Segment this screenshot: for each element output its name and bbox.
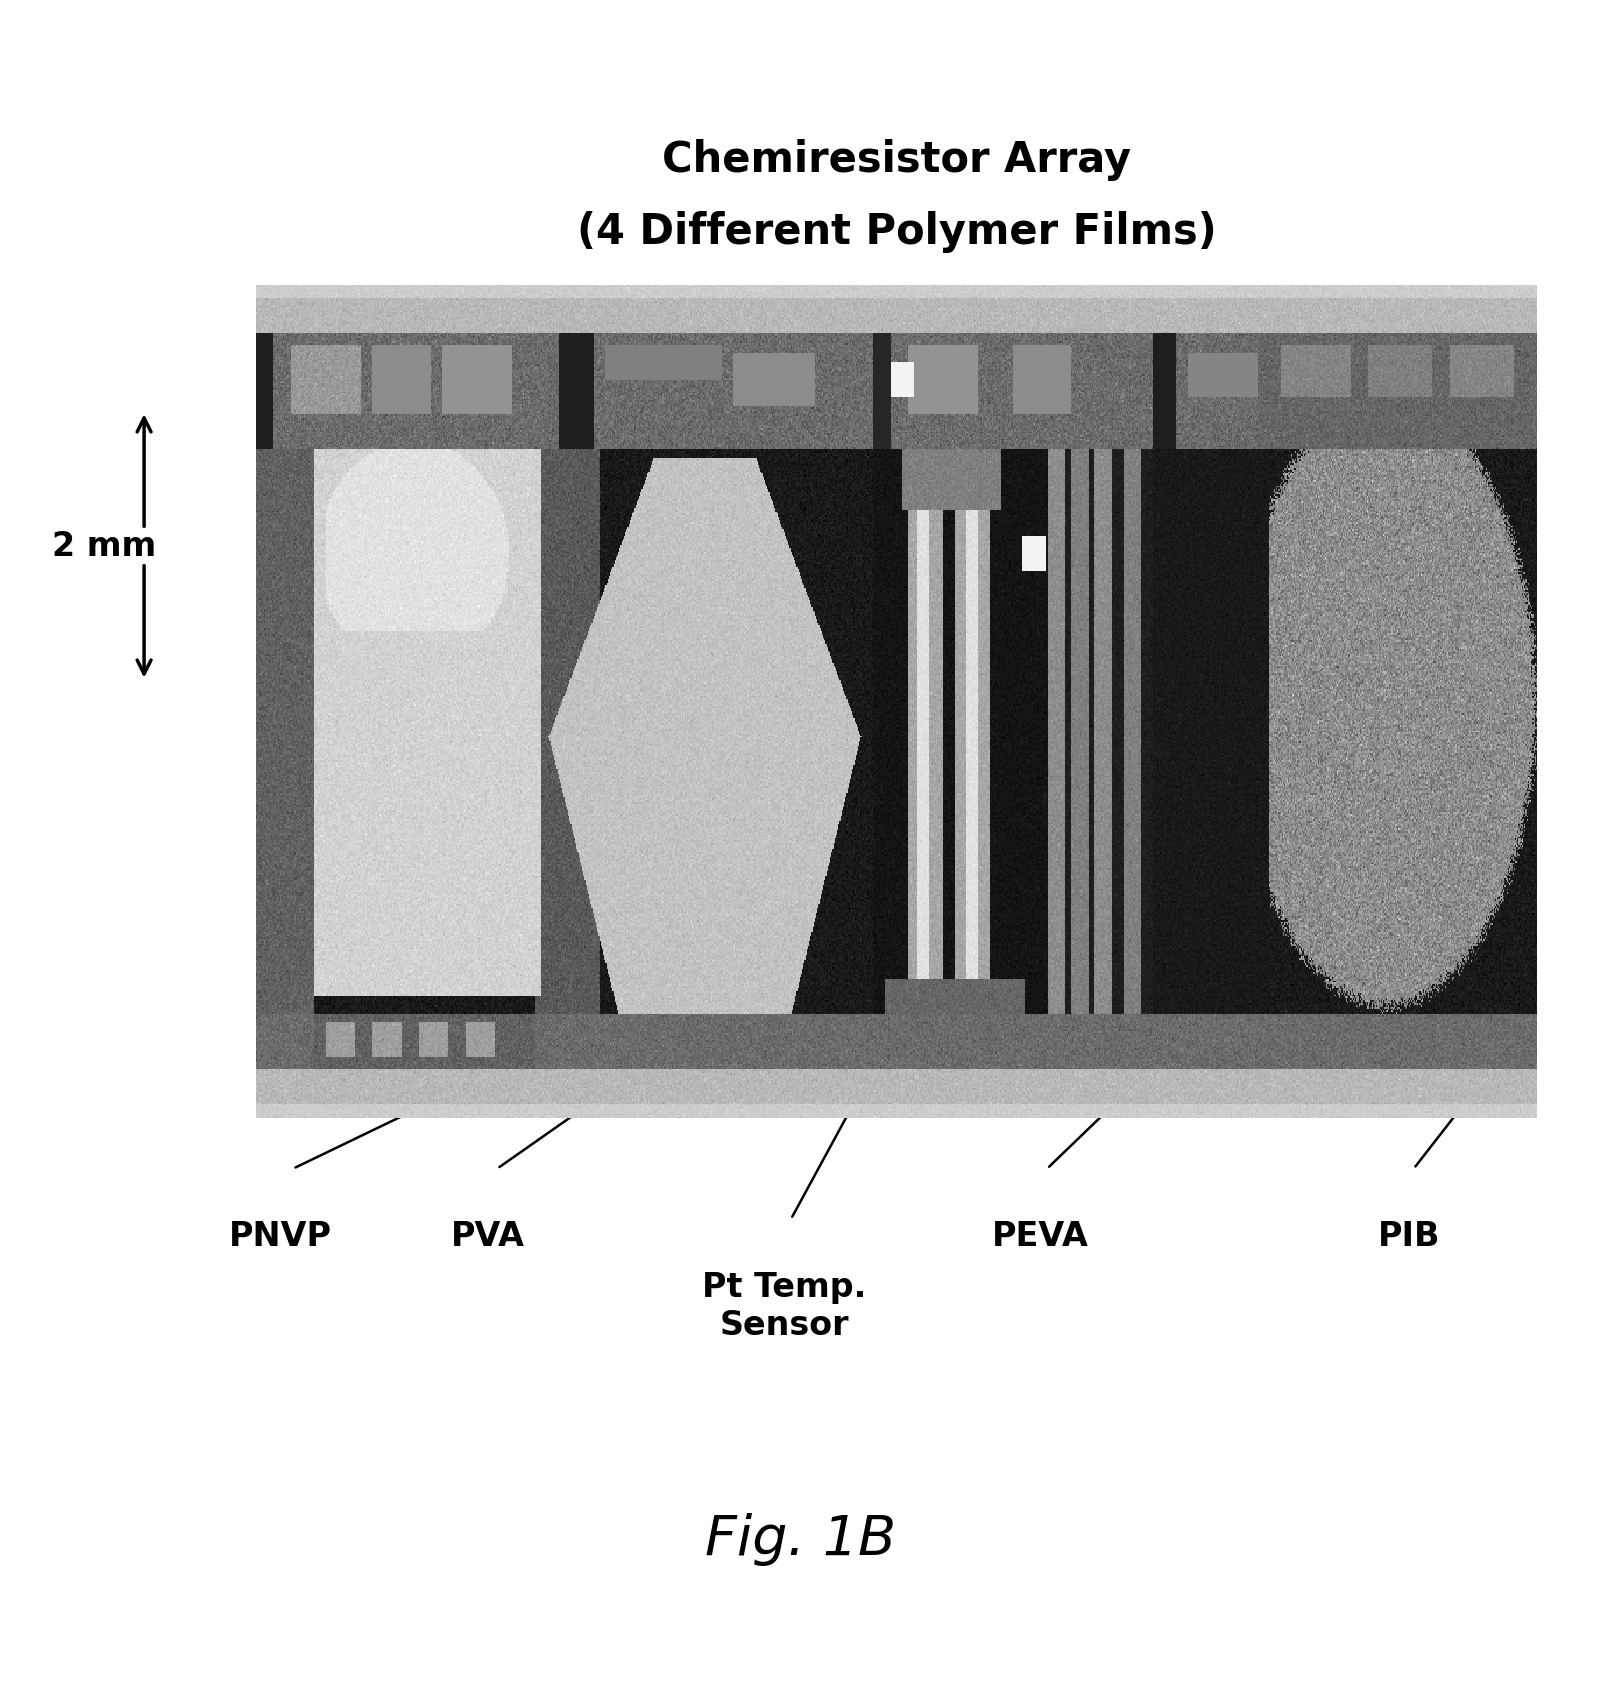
Text: PEVA: PEVA [993, 1219, 1089, 1253]
Text: (4 Different Polymer Films): (4 Different Polymer Films) [576, 212, 1217, 252]
Text: Fig. 1B: Fig. 1B [704, 1512, 897, 1566]
Text: 2 mm: 2 mm [51, 530, 157, 563]
Text: PIB: PIB [1377, 1219, 1441, 1253]
Text: PNVP: PNVP [229, 1219, 331, 1253]
Text: Pt Temp.
Sensor: Pt Temp. Sensor [703, 1270, 866, 1341]
Text: PVA: PVA [451, 1219, 525, 1253]
Text: Chemiresistor Array: Chemiresistor Array [661, 140, 1132, 180]
